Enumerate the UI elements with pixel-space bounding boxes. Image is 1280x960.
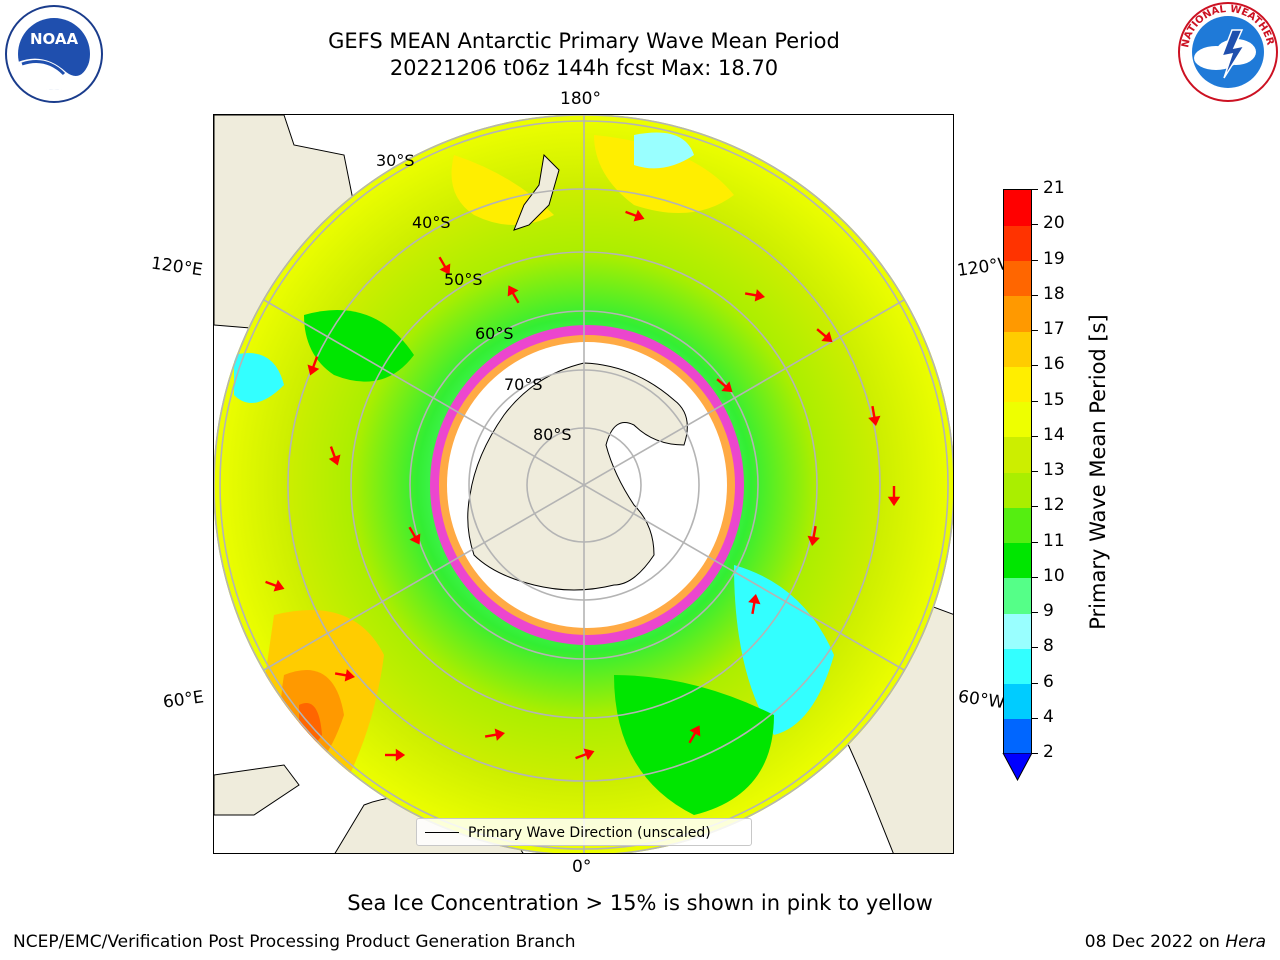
- colorbar-tick: [1032, 506, 1038, 508]
- colorbar-tick-label: 8: [1043, 636, 1054, 657]
- plot-subtitle: 20221206 t06z 144h fcst Max: 18.70: [389, 56, 779, 80]
- nws-logo: NATIONAL WEATHER SERVICE: [1176, 0, 1278, 102]
- colorbar-tick: [1032, 647, 1038, 649]
- footer-date: 08 Dec 2022 on Hera: [1085, 932, 1266, 952]
- lat-label-40s: 40°S: [412, 213, 451, 232]
- colorbar-tick: [1032, 189, 1038, 190]
- legend-label: Primary Wave Direction (unscaled): [468, 825, 711, 841]
- colorbar-tick: [1032, 717, 1038, 719]
- colorbar-tick: [1032, 400, 1038, 402]
- colorbar-tick-label: 6: [1043, 671, 1054, 692]
- colorbar-segment: [1004, 507, 1031, 543]
- sea-ice-note: Sea Ice Concentration > 15% is shown in …: [347, 891, 933, 915]
- colorbar-tick: [1032, 541, 1038, 543]
- colorbar-segment: [1004, 401, 1031, 438]
- lat-label-80s: 80°S: [533, 425, 572, 444]
- colorbar-segment: [1004, 472, 1031, 508]
- colorbar-segment: [1004, 577, 1031, 614]
- lat-label-30s: 30°S: [376, 151, 415, 170]
- colorbar-tick-label: 19: [1043, 248, 1065, 269]
- lat-label-70s: 70°S: [504, 375, 543, 394]
- noaa-logo-text: NOAA: [30, 30, 79, 48]
- colorbar-tick: [1032, 612, 1038, 613]
- colorbar-segment: [1004, 718, 1031, 755]
- colorbar-tick: [1032, 259, 1038, 261]
- colorbar-segment: [1004, 648, 1031, 684]
- lon-label-60w: 60°W: [956, 686, 1007, 714]
- footer-host: Hera: [1225, 932, 1266, 952]
- colorbar-tick-label: 16: [1043, 354, 1065, 375]
- colorbar-segment: [1004, 225, 1031, 261]
- colorbar-tick-label: 4: [1043, 706, 1054, 727]
- lat-label-60s: 60°S: [475, 324, 514, 343]
- colorbar-segment: [1004, 190, 1031, 226]
- colorbar-segment: [1004, 366, 1031, 402]
- polar-map: [214, 115, 953, 853]
- colorbar-tick-label: 15: [1043, 389, 1065, 410]
- colorbar-tick: [1032, 330, 1038, 331]
- colorbar-tick-label: 9: [1043, 601, 1054, 621]
- colorbar-segment: [1004, 436, 1031, 473]
- map-panel: 30°S 40°S 50°S 60°S 70°S 80°S: [213, 114, 954, 854]
- colorbar-tick-label: 10: [1043, 565, 1065, 586]
- colorbar: [1003, 189, 1032, 755]
- colorbar-tick: [1032, 682, 1038, 684]
- colorbar-tick: [1032, 365, 1038, 367]
- colorbar-tick: [1032, 294, 1038, 296]
- colorbar-tick-label: 17: [1043, 319, 1065, 339]
- madagascar-land: [214, 764, 300, 816]
- colorbar-tick-label: 12: [1043, 495, 1065, 516]
- antarctica-land: [467, 362, 688, 591]
- colorbar-tick: [1032, 471, 1038, 472]
- colorbar-segment: [1004, 260, 1031, 297]
- colorbar-under-triangle: [1002, 753, 1033, 781]
- legend-line-swatch: [425, 832, 459, 833]
- lat-label-50s: 50°S: [444, 270, 483, 289]
- plot-title: GEFS MEAN Antarctic Primary Wave Mean Pe…: [328, 29, 840, 53]
- wave-direction-arrows: [265, 209, 901, 762]
- colorbar-tick-label: 14: [1043, 424, 1065, 445]
- lon-label-180: 180°: [560, 89, 601, 109]
- colorbar-tick: [1032, 435, 1038, 437]
- noaa-logo: NOAA: [5, 5, 103, 103]
- colorbar-tick-label: 11: [1043, 530, 1065, 551]
- lon-label-0: 0°: [572, 857, 592, 877]
- colorbar-segment: [1004, 683, 1031, 720]
- colorbar-tick-label: 20: [1043, 213, 1065, 234]
- colorbar-segment: [1004, 542, 1031, 579]
- lon-label-60e: 60°E: [161, 687, 206, 713]
- colorbar-label: Primary Wave Mean Period [s]: [1086, 314, 1110, 630]
- footer-branch: NCEP/EMC/Verification Post Processing Pr…: [13, 932, 576, 952]
- colorbar-segment: [1004, 613, 1031, 649]
- colorbar-tick-label: 21: [1043, 178, 1065, 198]
- colorbar-segment: [1004, 295, 1031, 332]
- lon-label-120e: 120°E: [149, 253, 204, 281]
- footer-date-text: 08 Dec 2022 on: [1084, 932, 1226, 952]
- map-legend: Primary Wave Direction (unscaled): [416, 818, 752, 846]
- colorbar-tick: [1032, 753, 1038, 754]
- colorbar-tick-label: 13: [1043, 460, 1065, 480]
- colorbar-tick: [1032, 224, 1038, 226]
- colorbar-tick-label: 2: [1043, 742, 1054, 762]
- colorbar-tick-label: 18: [1043, 283, 1065, 304]
- colorbar-segment: [1004, 331, 1031, 367]
- colorbar-tick: [1032, 576, 1038, 578]
